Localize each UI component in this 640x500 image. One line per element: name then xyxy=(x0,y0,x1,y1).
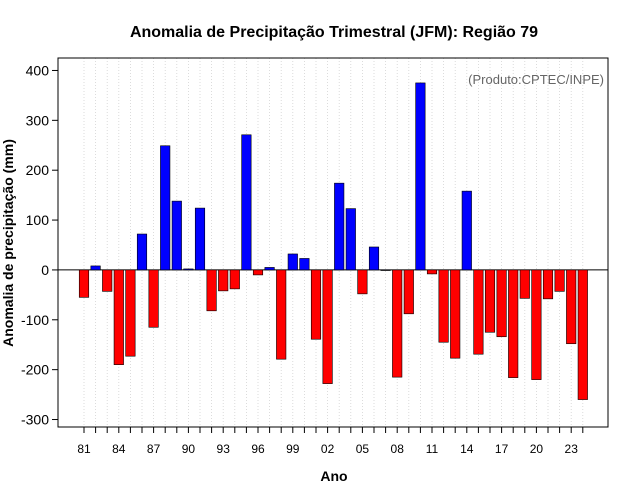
x-tick-label: 87 xyxy=(147,442,161,456)
chart-title: Anomalia de Precipitação Trimestral (JFM… xyxy=(130,24,538,41)
bar-1988 xyxy=(160,145,171,271)
x-tick-label: 90 xyxy=(182,442,196,456)
bar-1986 xyxy=(136,233,148,271)
x-axis-title: Ano xyxy=(320,468,347,484)
y-tick-label: 200 xyxy=(26,162,50,178)
bar-2003 xyxy=(334,182,345,271)
bar-2006 xyxy=(368,246,380,271)
y-axis-title: Anomalia de precipitação (mm) xyxy=(0,139,16,347)
bar-2017 xyxy=(496,269,507,338)
x-tick-label: 05 xyxy=(356,442,370,456)
bar-2010 xyxy=(415,82,426,271)
bar-1991 xyxy=(194,207,206,271)
bar-2015 xyxy=(473,269,484,355)
bar-2007 xyxy=(380,269,391,271)
x-axis: 81 84 87 90 93 96 99 02 05 08 11 14 17 20 23 xyxy=(77,427,584,456)
bar-1999 xyxy=(287,253,298,271)
y-axis: -300 -200 -100 0 100 200 300 400 xyxy=(21,62,58,428)
bar-2005 xyxy=(357,269,368,295)
bar-1983 xyxy=(102,269,113,292)
bar-1985 xyxy=(125,269,136,357)
bar-2024 xyxy=(577,269,588,400)
bar-1984 xyxy=(113,269,124,365)
bar-2020 xyxy=(531,269,542,380)
bar-2021 xyxy=(542,269,554,300)
y-tick-label: 300 xyxy=(26,112,50,128)
x-tick-label: 08 xyxy=(391,442,405,456)
bar-2000 xyxy=(299,258,310,271)
y-tick-label: 100 xyxy=(26,212,50,228)
bar-1993 xyxy=(218,269,229,292)
source-note: (Produto:CPTEC/INPE) xyxy=(468,72,604,87)
bar-2012 xyxy=(438,269,449,343)
x-tick-label: 20 xyxy=(530,442,544,456)
bar-1995 xyxy=(241,134,252,271)
bar-2001 xyxy=(310,269,322,340)
vertical-gridlines xyxy=(83,58,584,427)
x-tick-label: 23 xyxy=(565,442,579,456)
bar-2019 xyxy=(519,269,530,299)
x-tick-label: 17 xyxy=(495,442,509,456)
bar-1981 xyxy=(78,269,90,298)
bar-1997 xyxy=(264,267,275,271)
bar-1987 xyxy=(148,269,159,328)
x-tick-label: 84 xyxy=(112,442,126,456)
bar-2013 xyxy=(450,269,461,359)
bar-1998 xyxy=(276,269,287,360)
plot-frame xyxy=(57,57,609,428)
bars xyxy=(78,82,588,400)
y-tick-label: -200 xyxy=(21,362,49,378)
bar-1994 xyxy=(229,269,240,290)
y-tick-label: -300 xyxy=(21,412,49,428)
bar-1982 xyxy=(90,265,101,271)
y-tick-label: -100 xyxy=(21,312,49,328)
bar-2011 xyxy=(426,269,438,275)
bar-2023 xyxy=(566,269,577,345)
x-tick-label: 14 xyxy=(460,442,474,456)
bar-2022 xyxy=(554,269,565,292)
bar-2004 xyxy=(345,208,356,271)
bar-1996 xyxy=(252,269,264,276)
bar-2014 xyxy=(461,190,472,271)
bar-2002 xyxy=(322,269,333,384)
x-tick-label: 99 xyxy=(286,442,300,456)
bar-2009 xyxy=(403,269,414,315)
x-tick-label: 02 xyxy=(321,442,335,456)
bar-1989 xyxy=(171,200,182,271)
bar-2016 xyxy=(484,269,496,333)
x-tick-label: 93 xyxy=(217,442,231,456)
x-tick-label: 81 xyxy=(77,442,91,456)
x-tick-label: 11 xyxy=(426,442,439,456)
y-tick-label: 400 xyxy=(26,62,50,78)
bar-1990 xyxy=(183,268,194,271)
bar-2018 xyxy=(508,269,519,378)
x-tick-label: 96 xyxy=(251,442,265,456)
bar-2008 xyxy=(392,269,403,378)
y-tick-label: 0 xyxy=(41,262,49,278)
bar-1992 xyxy=(206,269,217,312)
